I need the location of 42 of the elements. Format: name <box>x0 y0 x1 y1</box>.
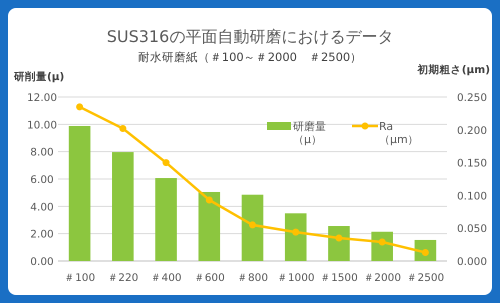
y2-tick-label: 0.250 <box>456 92 488 104</box>
point <box>378 238 386 246</box>
y2-tick-label: 0.050 <box>456 223 488 236</box>
point <box>206 196 213 204</box>
y-tick-label: 4.00 <box>30 201 54 214</box>
y2-tick-label: 0.100 <box>456 190 488 202</box>
x-tick-label: ＃600 <box>194 272 225 284</box>
y2-tick-label: 0.000 <box>456 256 488 268</box>
point <box>249 221 256 228</box>
point <box>335 234 342 242</box>
point <box>292 228 300 236</box>
chart-subtitle: 耐水研磨紙（＃100～＃2000 ＃2500） <box>138 50 362 64</box>
legend-label: 研磨量（μ） <box>293 120 327 146</box>
point <box>119 124 126 132</box>
point <box>76 103 84 110</box>
y-tick-label: 12.00 <box>26 92 58 104</box>
y2-tick-label: 0.200 <box>456 124 488 137</box>
x-tick-label: ＃1500 <box>320 272 358 284</box>
y-tick-label: 6.00 <box>30 174 54 186</box>
x-tick-label: ＃100 <box>64 272 96 284</box>
x-tick-label: ＃2000 <box>363 272 402 284</box>
x-tick-label: ＃2500 <box>406 272 444 284</box>
chart-title: SUS316の平面自動研磨におけるデータ <box>106 27 394 46</box>
y-axis-title: 研削量(μ) <box>13 70 64 83</box>
y-tick-label: 0.00 <box>30 256 54 268</box>
bar <box>242 194 264 261</box>
bar <box>284 213 307 261</box>
y2-axis-title: 初期粗さ(μm) <box>416 63 490 76</box>
bar <box>198 192 220 261</box>
point <box>162 159 170 166</box>
x-tick-label: ＃220 <box>107 272 138 284</box>
y2-tick-label: 0.150 <box>456 158 488 170</box>
bar <box>112 152 134 261</box>
y-tick-label: 10.00 <box>26 119 58 132</box>
bar <box>155 178 177 261</box>
y-tick-label: 2.00 <box>30 228 54 241</box>
x-tick-label: ＃1000 <box>276 272 315 284</box>
bar <box>68 126 90 261</box>
x-tick-label: ＃400 <box>150 272 182 284</box>
legend-label: Ra（μm） <box>379 120 420 146</box>
y-tick-label: 8.00 <box>30 146 54 159</box>
x-tick-label: ＃800 <box>236 272 268 284</box>
